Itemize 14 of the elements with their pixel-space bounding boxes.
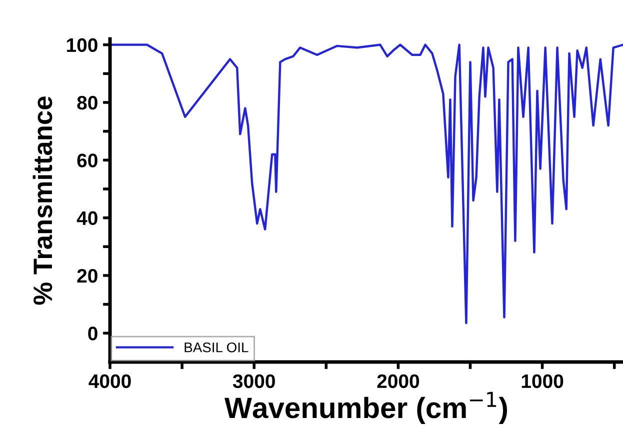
legend-label: BASIL OIL	[184, 342, 248, 352]
y-axis-title: % Transmittance	[32, 96, 52, 305]
x-axis-title: Wavenumber (cm$^{−1}$)	[224, 392, 508, 424]
x-tick-label: 3000	[232, 374, 275, 388]
x-tick-label: 4000	[88, 374, 131, 388]
y-tick-label: 0	[88, 326, 98, 340]
y-tick-label: 100	[66, 38, 98, 52]
x-tick-label: 2000	[377, 374, 420, 388]
y-tick-label: 20	[77, 268, 98, 283]
y-tick-label: 80	[77, 96, 98, 110]
line-series	[110, 44, 623, 324]
x-tick-label: 1000	[522, 374, 564, 388]
y-tick-label: 40	[76, 211, 98, 226]
y-tick-label: 60	[77, 154, 98, 168]
